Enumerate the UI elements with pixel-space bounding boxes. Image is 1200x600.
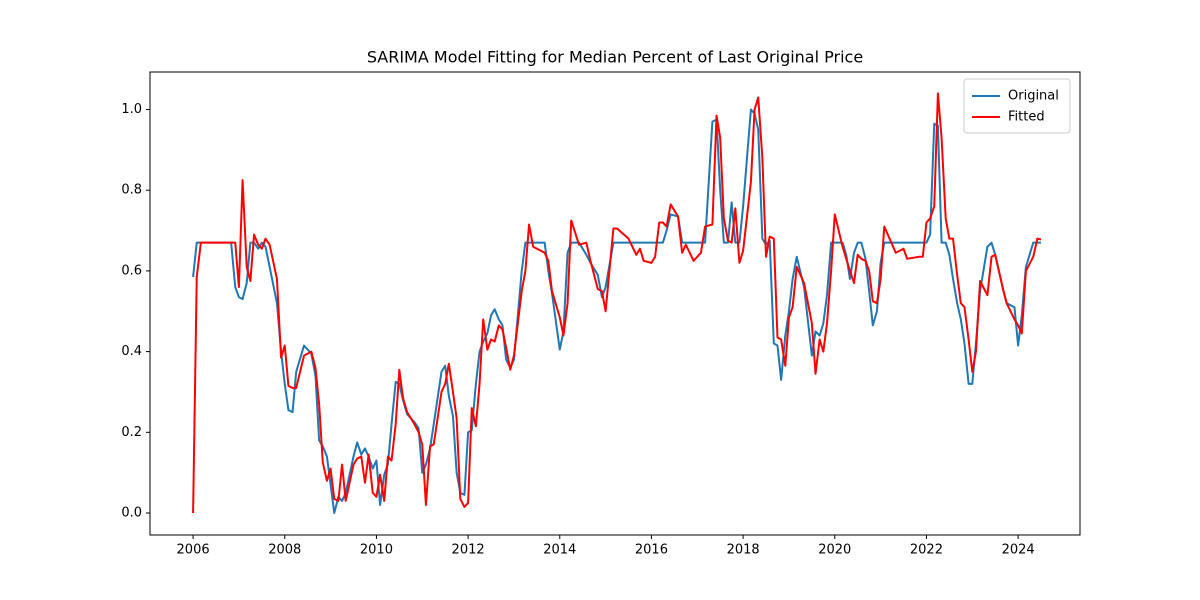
x-tick-label: 2020: [818, 543, 851, 558]
y-tick-label: 1.0: [121, 102, 142, 117]
legend-label: Original: [1008, 89, 1059, 104]
x-tick-label: 2022: [910, 543, 943, 558]
series-line: [192, 92, 1042, 514]
x-tick-label: 2024: [1002, 543, 1035, 558]
x-tick-label: 2010: [360, 543, 393, 558]
x-tick-label: 2016: [635, 543, 668, 558]
x-tick-label: 2006: [177, 543, 210, 558]
y-tick-label: 0.0: [121, 506, 142, 521]
y-tick-label: 0.8: [121, 183, 142, 198]
plot-frame: [149, 71, 1081, 536]
x-tick-label: 2012: [452, 543, 485, 558]
y-tick-label: 0.6: [121, 263, 142, 278]
chart-title: SARIMA Model Fitting for Median Percent …: [367, 48, 863, 67]
y-tick-label: 0.2: [121, 425, 142, 440]
x-tick-label: 2014: [543, 543, 576, 558]
legend-label: Fitted: [1008, 110, 1045, 125]
series-line: [192, 108, 1042, 515]
legend-box: [963, 78, 1071, 134]
y-tick-label: 0.4: [121, 344, 142, 359]
legend: Original Fitted: [963, 78, 1071, 134]
x-tick-label: 2008: [268, 543, 301, 558]
x-tick-label: 2018: [727, 543, 760, 558]
